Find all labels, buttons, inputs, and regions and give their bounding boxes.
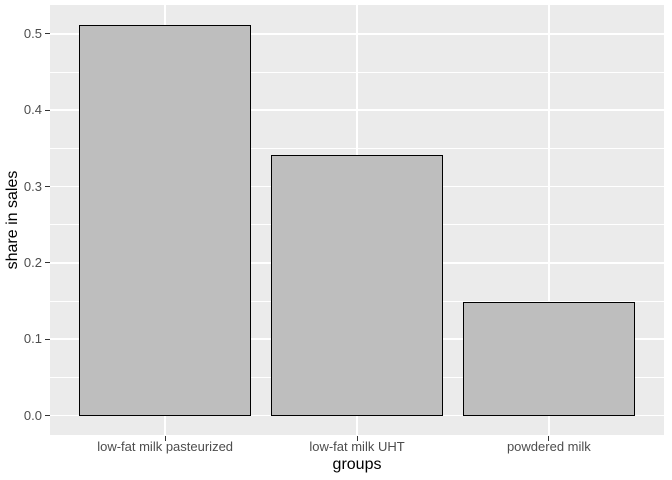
x-tick-mark [356, 436, 358, 441]
y-tick-mark [45, 415, 50, 416]
y-tick-mark [45, 338, 50, 340]
y-tick-mark [45, 109, 50, 111]
x-axis-title: groups [332, 456, 382, 473]
x-tick-mark [164, 436, 166, 441]
y-tick-mark [45, 186, 50, 188]
y-tick-label: 0.3 [23, 178, 42, 194]
major-gridline-vertical [548, 5, 550, 435]
y-tick-mark [45, 33, 50, 35]
y-tick-mark [45, 262, 50, 264]
y-axis-title: share in sales [4, 170, 21, 270]
y-tick-label: 0.4 [23, 102, 42, 118]
bar-low-fat-milk-uht [270, 155, 444, 417]
bar-powdered-milk [462, 301, 636, 417]
y-tick-label: 0.5 [23, 25, 42, 41]
y-tick-label: 0.1 [23, 331, 42, 347]
x-tick-label: powdered milk [506, 439, 591, 454]
x-tick-label: low-fat milk UHT [309, 439, 405, 454]
bar-low-fat-milk-pasteurized [78, 24, 252, 417]
plot-panel [50, 5, 664, 435]
y-tick-label: 0.2 [23, 254, 42, 270]
y-tick-label: 0.0 [23, 407, 42, 423]
x-tick-label: low-fat milk pasteurized [97, 439, 234, 454]
x-tick-mark [548, 436, 550, 441]
